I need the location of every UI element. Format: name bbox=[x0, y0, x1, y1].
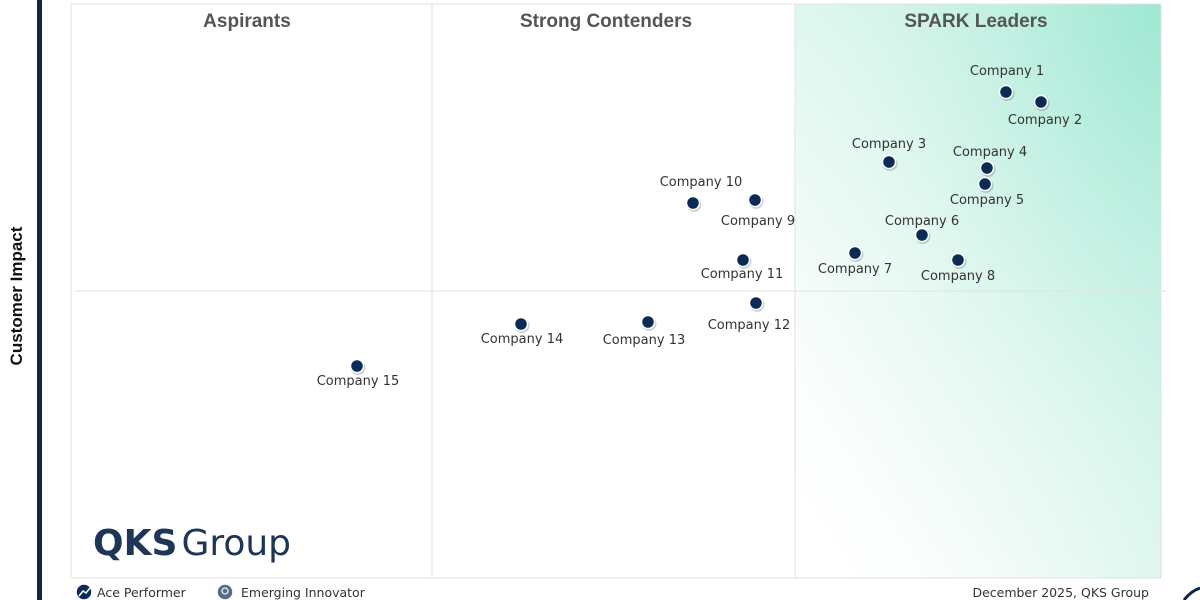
point-marker[interactable] bbox=[977, 176, 993, 192]
point-marker[interactable] bbox=[640, 314, 656, 330]
point-marker[interactable] bbox=[881, 154, 897, 170]
legend-label-emerging-innovator: Emerging Innovator bbox=[241, 585, 366, 600]
point-marker[interactable] bbox=[748, 295, 764, 311]
legend: Ace Performer Emerging Innovator bbox=[75, 583, 366, 600]
corner-arrow-mark bbox=[1182, 586, 1200, 600]
points-layer: Company 1 Company 2 Company 3 Company 4 Comp… bbox=[317, 64, 1082, 389]
company-point[interactable]: Company 15 bbox=[317, 358, 400, 390]
company-point[interactable]: Company 6 bbox=[885, 214, 959, 244]
company-point[interactable]: Company 11 bbox=[701, 252, 784, 283]
point-label: Company 7 bbox=[818, 262, 892, 277]
point-label: Company 14 bbox=[481, 332, 564, 347]
point-marker[interactable] bbox=[1033, 94, 1049, 110]
company-point[interactable]: Company 7 bbox=[818, 245, 892, 278]
company-point[interactable]: Company 14 bbox=[481, 316, 564, 348]
point-label: Company 15 bbox=[317, 374, 400, 389]
point-label: Company 13 bbox=[603, 333, 686, 348]
company-point[interactable]: Company 3 bbox=[852, 137, 926, 171]
legend-emerging-innovator: Emerging Innovator bbox=[216, 583, 366, 600]
point-marker[interactable] bbox=[735, 252, 751, 268]
point-marker[interactable] bbox=[847, 245, 863, 261]
point-marker[interactable] bbox=[950, 252, 966, 268]
point-marker[interactable] bbox=[685, 195, 701, 211]
qks-group-logo: QKS Group bbox=[93, 523, 291, 564]
company-point[interactable]: Company 8 bbox=[921, 252, 995, 285]
legend-ace-performer: Ace Performer bbox=[75, 583, 187, 600]
company-point[interactable]: Company 9 bbox=[721, 192, 795, 230]
point-label: Company 6 bbox=[885, 214, 959, 229]
company-point[interactable]: Company 13 bbox=[603, 314, 686, 349]
legend-label-ace-performer: Ace Performer bbox=[97, 585, 187, 600]
point-label: Company 2 bbox=[1008, 113, 1082, 128]
footer-note: December 2025, QKS Group bbox=[972, 585, 1149, 600]
point-label: Company 11 bbox=[701, 267, 784, 282]
point-marker[interactable] bbox=[979, 160, 995, 176]
y-axis-title: Customer Impact bbox=[7, 226, 26, 365]
point-label: Company 10 bbox=[660, 175, 743, 190]
company-point[interactable]: Company 10 bbox=[660, 175, 743, 212]
point-label: Company 5 bbox=[950, 193, 1024, 208]
lightbulb-icon-bulb bbox=[221, 587, 229, 595]
logo-brand-bold: QKS bbox=[93, 523, 177, 564]
quadrant-title-aspirants: Aspirants bbox=[203, 11, 291, 32]
company-point[interactable]: Company 12 bbox=[708, 295, 791, 334]
point-label: Company 1 bbox=[970, 64, 1044, 79]
company-point[interactable]: Company 1 bbox=[970, 64, 1044, 101]
left-axis-bar bbox=[37, 0, 42, 600]
point-label: Company 8 bbox=[921, 269, 995, 284]
point-marker[interactable] bbox=[998, 84, 1014, 100]
lightbulb-icon bbox=[216, 583, 234, 600]
point-marker[interactable] bbox=[513, 316, 529, 332]
company-point[interactable]: Company 2 bbox=[1008, 94, 1082, 129]
point-marker[interactable] bbox=[349, 358, 365, 374]
company-point[interactable]: Company 5 bbox=[950, 176, 1024, 209]
point-marker[interactable] bbox=[914, 227, 930, 243]
point-label: Company 9 bbox=[721, 214, 795, 229]
company-point[interactable]: Company 4 bbox=[953, 145, 1027, 177]
point-label: Company 12 bbox=[708, 318, 791, 333]
point-label: Company 4 bbox=[953, 145, 1027, 160]
point-marker[interactable] bbox=[747, 192, 763, 208]
quadrant-title-spark-leaders: SPARK Leaders bbox=[904, 11, 1047, 32]
logo-brand-light: Group bbox=[181, 523, 291, 564]
point-label: Company 3 bbox=[852, 137, 926, 152]
quadrant-title-strong-contenders: Strong Contenders bbox=[520, 11, 692, 32]
trend-up-icon-line bbox=[78, 587, 91, 597]
